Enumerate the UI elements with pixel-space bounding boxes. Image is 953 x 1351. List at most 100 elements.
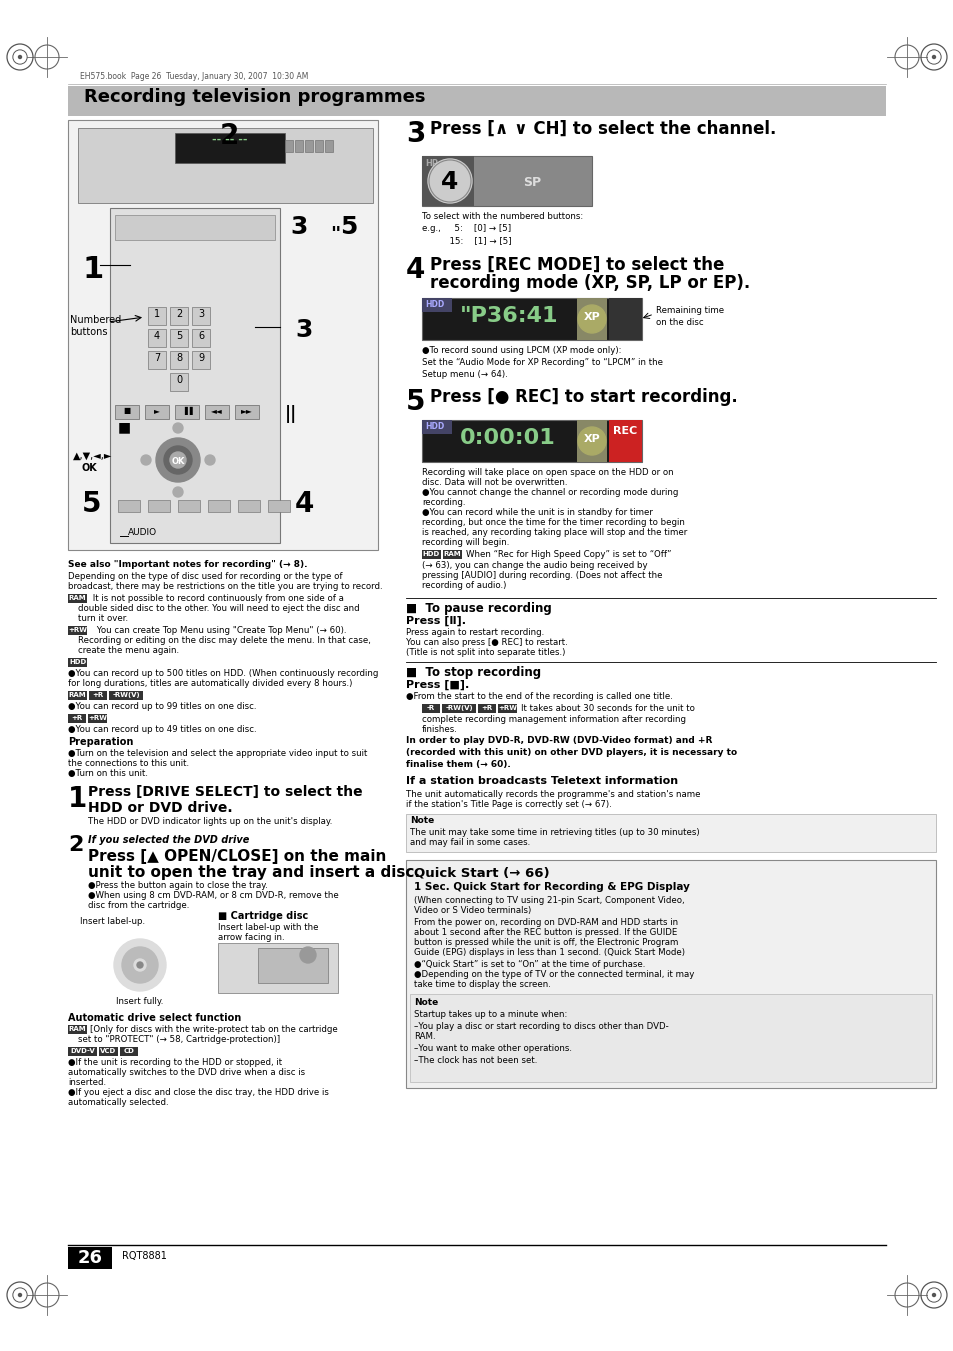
Text: 0: 0 (175, 376, 182, 385)
Text: 3: 3 (197, 309, 204, 319)
Text: ||: || (285, 405, 297, 423)
Text: DVD-V: DVD-V (71, 1048, 94, 1054)
Text: (When connecting to TV using 21-pin Scart, Component Video,: (When connecting to TV using 21-pin Scar… (414, 896, 684, 905)
Bar (497, 704, 517, 713)
Text: for long durations, titles are automatically divided every 8 hours.): for long durations, titles are automatic… (68, 680, 352, 688)
Text: Press [■].: Press [■]. (406, 680, 469, 690)
Text: RAM.: RAM. (414, 1032, 436, 1042)
Text: 2: 2 (220, 122, 239, 150)
Bar (89, 690, 107, 700)
Text: HDD: HDD (69, 659, 86, 665)
Bar (170, 351, 188, 369)
Circle shape (578, 427, 605, 455)
Text: ■: ■ (123, 407, 131, 415)
Text: ●Depending on the type of TV or the connected terminal, it may: ●Depending on the type of TV or the conn… (414, 970, 694, 979)
Bar (148, 330, 166, 347)
Text: "P36:41: "P36:41 (459, 305, 558, 326)
Text: If you selected the DVD drive: If you selected the DVD drive (88, 835, 249, 844)
Circle shape (205, 455, 214, 465)
Text: +RW: +RW (497, 705, 517, 711)
Text: XP: XP (583, 434, 599, 444)
Text: 4: 4 (294, 490, 314, 517)
Text: REC: REC (612, 426, 637, 436)
Circle shape (133, 959, 146, 971)
Circle shape (578, 305, 605, 332)
Circle shape (18, 1293, 22, 1297)
Text: ●You can record while the unit is in standby for timer: ●You can record while the unit is in sta… (421, 508, 652, 517)
Text: Insert fully.: Insert fully. (116, 997, 164, 1006)
Bar (205, 405, 229, 419)
Text: Press [DRIVE SELECT] to select the: Press [DRIVE SELECT] to select the (88, 785, 362, 798)
Text: AUDIO: AUDIO (128, 528, 157, 536)
Text: 4: 4 (153, 331, 160, 340)
Text: (→ 63), you can change the audio being received by: (→ 63), you can change the audio being r… (421, 561, 647, 570)
Bar (148, 500, 170, 512)
Text: recording of audio.): recording of audio.) (421, 581, 506, 590)
Text: To select with the numbered buttons:: To select with the numbered buttons: (421, 212, 582, 222)
Bar (441, 704, 476, 713)
Bar (68, 1025, 87, 1034)
Text: (recorded with this unit) on other DVD players, it is necessary to: (recorded with this unit) on other DVD p… (406, 748, 737, 757)
Bar (68, 86, 885, 116)
Bar (257, 948, 328, 984)
Text: ●If you eject a disc and close the disc tray, the HDD drive is: ●If you eject a disc and close the disc … (68, 1088, 329, 1097)
Text: finalise them (→ 60).: finalise them (→ 60). (406, 761, 510, 769)
Text: –You play a disc or start recording to discs other than DVD-: –You play a disc or start recording to d… (414, 1021, 668, 1031)
Text: In order to play DVD-R, DVD-RW (DVD-Video format) and +R: In order to play DVD-R, DVD-RW (DVD-Vide… (406, 736, 712, 744)
Text: HDD or DVD drive.: HDD or DVD drive. (88, 801, 233, 815)
Text: 26: 26 (77, 1250, 102, 1267)
Text: complete recording management information after recording: complete recording management informatio… (421, 715, 685, 724)
Bar (115, 405, 139, 419)
Text: 4: 4 (441, 170, 458, 195)
Text: ■: ■ (118, 420, 131, 434)
Text: automatically selected.: automatically selected. (68, 1098, 169, 1106)
Bar (145, 405, 169, 419)
Text: Quick Start (→ 66): Quick Start (→ 66) (414, 866, 549, 880)
Text: the connections to this unit.: the connections to this unit. (68, 759, 189, 767)
Text: Recording or editing on the disc may delete the menu. In that case,: Recording or editing on the disc may del… (78, 636, 371, 644)
Text: When “Rec for High Speed Copy” is set to “Off”: When “Rec for High Speed Copy” is set to… (465, 550, 671, 559)
Text: –You want to make other operations.: –You want to make other operations. (414, 1044, 572, 1052)
Text: 1: 1 (68, 785, 87, 813)
Text: The HDD or DVD indicator lights up on the unit's display.: The HDD or DVD indicator lights up on th… (88, 817, 332, 825)
Text: HDD: HDD (422, 551, 439, 557)
Text: [Only for discs with the write-protect tab on the cartridge: [Only for discs with the write-protect t… (90, 1025, 337, 1034)
Text: Guide (EPG) displays in less than 1 second. (Quick Start Mode): Guide (EPG) displays in less than 1 seco… (414, 948, 684, 957)
Bar (421, 155, 474, 205)
Text: 7: 7 (153, 353, 160, 363)
Bar (68, 1047, 97, 1056)
Text: 2: 2 (68, 835, 83, 855)
Text: You can also press [● REC] to restart.: You can also press [● REC] to restart. (406, 638, 567, 647)
Bar (78, 128, 373, 203)
Circle shape (299, 947, 315, 963)
Text: 1 Sec. Quick Start for Recording & EPG Display: 1 Sec. Quick Start for Recording & EPG D… (414, 882, 689, 892)
Text: ■  To pause recording: ■ To pause recording (406, 603, 551, 615)
Text: 6: 6 (197, 331, 204, 340)
Bar (148, 351, 166, 369)
Bar (174, 132, 285, 163)
Bar (178, 500, 200, 512)
Bar (421, 704, 439, 713)
Text: VCD: VCD (100, 1048, 116, 1054)
Text: Press [Ⅱ].: Press [Ⅱ]. (406, 616, 465, 627)
Bar (608, 420, 641, 462)
Text: unit to open the tray and insert a disc.: unit to open the tray and insert a disc. (88, 865, 419, 880)
Text: 5: 5 (82, 490, 101, 517)
Text: RAM: RAM (69, 692, 86, 698)
Text: e.g.,     5:    [0] → [5]: e.g., 5: [0] → [5] (421, 224, 511, 232)
Bar (192, 307, 210, 326)
Bar (410, 994, 931, 1082)
Text: ●To record sound using LPCM (XP mode only):: ●To record sound using LPCM (XP mode onl… (421, 346, 620, 355)
Bar (314, 141, 323, 153)
Circle shape (931, 55, 935, 58)
Text: Insert label-up.: Insert label-up. (80, 917, 145, 925)
Text: ▐▐: ▐▐ (181, 407, 193, 415)
Text: is reached, any recording taking place will stop and the timer: is reached, any recording taking place w… (421, 528, 686, 536)
Bar (305, 141, 313, 153)
Text: ●You can record up to 500 titles on HDD. (When continuously recording: ●You can record up to 500 titles on HDD.… (68, 669, 378, 678)
Bar (148, 307, 166, 326)
Text: pressing [AUDIO] during recording. (Does not affect the: pressing [AUDIO] during recording. (Does… (421, 571, 661, 580)
Text: create the menu again.: create the menu again. (78, 646, 179, 655)
Text: ◄◄: ◄◄ (211, 407, 223, 415)
Circle shape (141, 455, 151, 465)
